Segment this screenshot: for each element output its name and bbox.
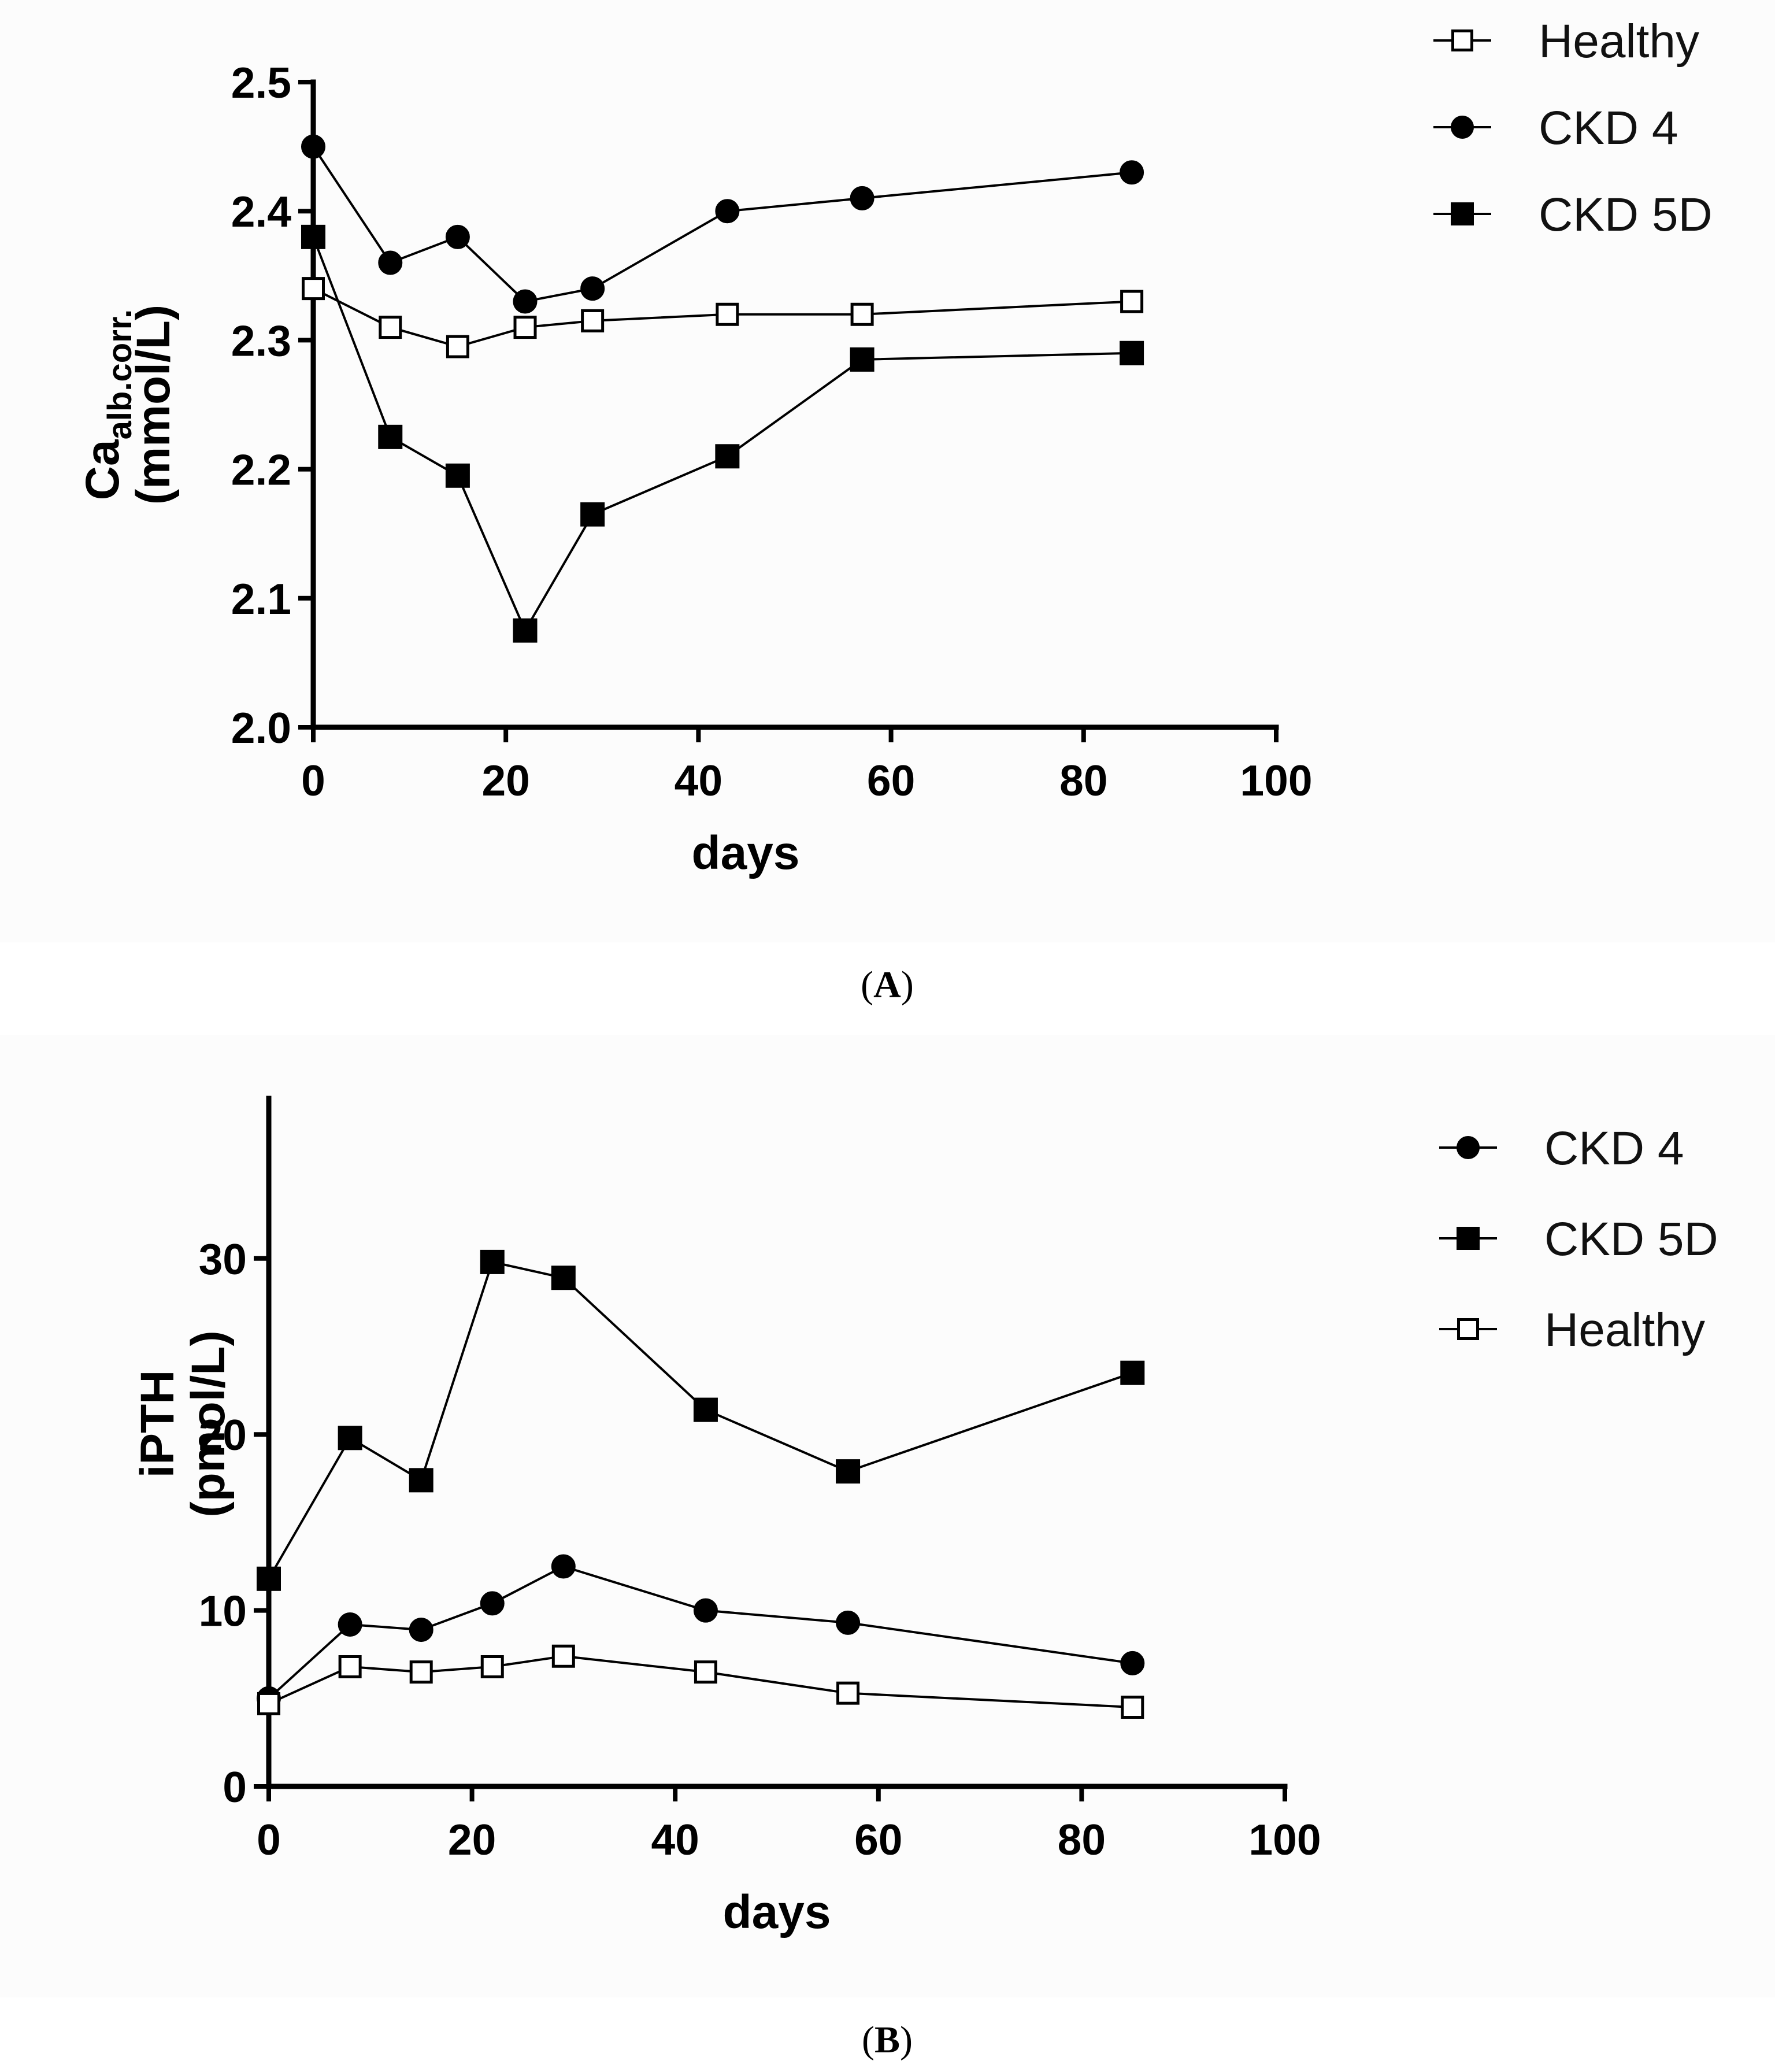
- panel-a-point-healthy: [302, 277, 325, 301]
- panel-a-point-ckd-5d: [580, 502, 605, 527]
- panel-b-x-tick-label: 40: [651, 1815, 699, 1864]
- panel-a-y-axis-title: Caalb.corr.(mmol/L): [76, 305, 180, 505]
- panel-b-point-ckd-4: [409, 1618, 433, 1642]
- panel-b-x-tick-label: 100: [1248, 1815, 1321, 1864]
- panel-a-y-tick-label: 2.1: [231, 575, 291, 623]
- panel-a-point-healthy: [716, 302, 739, 326]
- panel-b-legend-marker-ckd-4: [1457, 1136, 1480, 1159]
- panel-a-point-ckd-5d: [850, 347, 874, 372]
- panel-b-x-tick-label: 0: [257, 1815, 281, 1864]
- panel-b-point-ckd-4: [551, 1554, 576, 1579]
- panel-b-point-ckd-4: [836, 1610, 861, 1635]
- panel-a-point-ckd-5d: [715, 444, 740, 469]
- panel-a-legend-marker-healthy: [1451, 29, 1473, 51]
- panel-a-point-ckd-4: [513, 289, 538, 314]
- panel-a-legend-label: CKD 4: [1539, 102, 1678, 154]
- panel-a-point-ckd-4: [1120, 160, 1144, 185]
- panel-b-point-ckd-4: [338, 1612, 362, 1637]
- panel-b-y-tick-label: 0: [223, 1763, 247, 1811]
- panel-b-point-ckd-5d: [693, 1397, 718, 1422]
- panel-a-point-ckd-5d: [445, 463, 470, 488]
- panel-b-x-axis-title: days: [723, 1886, 831, 1938]
- panel-b-x-tick-label: 20: [448, 1815, 496, 1864]
- panel-b-legend-label: Healthy: [1544, 1304, 1705, 1356]
- panel-a-point-ckd-5d: [301, 224, 325, 249]
- panel-a-point-healthy: [513, 316, 537, 339]
- panel-b-chart: 0 10 20 30 0 20 40 60 80 100 days iPTH(pmol/L) CKD 4…: [131, 1096, 1718, 1938]
- panel-a-point-ckd-5d: [378, 424, 403, 449]
- panel-b-legend-label: CKD 4: [1544, 1122, 1684, 1175]
- panel-a-legend-label: Healthy: [1539, 15, 1699, 68]
- panel-b-point-ckd-5d: [1120, 1360, 1145, 1385]
- panel-b-x-tick-label: 80: [1058, 1815, 1106, 1864]
- panel-a-background: [0, 0, 1775, 942]
- panel-a-point-ckd-4: [378, 250, 403, 275]
- panel-b-series-line-healthy: [268, 1655, 1133, 1709]
- panel-a-y-tick-label: 2.0: [231, 704, 291, 752]
- panel-a-point-ckd-4: [445, 224, 470, 249]
- panel-b-legend-marker-healthy: [1457, 1318, 1479, 1340]
- panel-b-point-ckd-4: [693, 1598, 718, 1623]
- panel-b-point-ckd-5d: [480, 1249, 505, 1274]
- panel-b-point-healthy: [480, 1655, 504, 1679]
- panel-b-legend-label: CKD 5D: [1544, 1213, 1718, 1266]
- panel-a-x-tick-label: 60: [867, 756, 915, 805]
- panel-b-point-ckd-5d: [836, 1459, 861, 1484]
- panel-a-x-axis-title: days: [692, 827, 800, 879]
- panel-b-point-ckd-4: [480, 1591, 505, 1616]
- panel-a-point-ckd-5d: [513, 618, 538, 643]
- panel-a-caption: (A): [861, 964, 914, 1006]
- panel-b-x-tick-label: 60: [854, 1815, 902, 1864]
- panel-b-point-healthy: [338, 1655, 362, 1679]
- panel-a-point-healthy: [446, 335, 469, 358]
- panel-a-legend-marker-ckd-4: [1451, 116, 1474, 139]
- panel-a-point-healthy: [379, 316, 402, 339]
- panel-a-series-line-ckd-5d: [312, 236, 1132, 634]
- panel-a-x-tick-label: 40: [675, 756, 722, 805]
- panel-b-y-tick-label: 30: [199, 1235, 247, 1283]
- panel-a-legend-marker-ckd-5d: [1451, 202, 1474, 225]
- panel-a-x-tick-label: 100: [1240, 756, 1312, 805]
- panel-b-point-ckd-4: [1120, 1651, 1145, 1675]
- panel-b-point-healthy: [257, 1692, 280, 1715]
- panel-a-point-ckd-4: [301, 134, 325, 159]
- panel-b-y-tick-label: 10: [199, 1587, 247, 1636]
- panel-b-point-healthy: [836, 1681, 860, 1705]
- panel-b-point-healthy: [1121, 1696, 1144, 1719]
- panel-b-point-ckd-5d: [551, 1266, 576, 1290]
- panel-a-series-line-ckd-4: [312, 146, 1132, 303]
- panel-a-y-tick-label: 2.2: [231, 446, 291, 494]
- panel-a-chart: 2.0 2.1 2.2 2.3 2.4 2.5 0 20 40 60 80 100 days Caalb.…: [76, 15, 1713, 879]
- panel-b-point-ckd-5d: [257, 1566, 281, 1591]
- panel-a-y-tick-label: 2.3: [231, 316, 291, 365]
- panel-b-background: [0, 1035, 1775, 1997]
- panel-b-point-healthy: [409, 1660, 433, 1684]
- panel-a-point-ckd-5d: [1120, 341, 1144, 365]
- panel-b-y-tick-label: 20: [199, 1411, 247, 1459]
- panel-b-point-healthy: [694, 1660, 717, 1684]
- panel-a-x-tick-label: 0: [301, 756, 325, 805]
- panel-a-y-tick-label: 2.4: [231, 187, 292, 236]
- panel-a-point-ckd-4: [715, 199, 740, 224]
- panel-b-legend-marker-ckd-5d: [1457, 1227, 1480, 1250]
- panel-a-x-tick-label: 80: [1059, 756, 1107, 805]
- panel-a-x-tick-label: 20: [481, 756, 529, 805]
- panel-b-y-axis-title: iPTH(pmol/L): [131, 1330, 235, 1517]
- panel-a-point-ckd-4: [850, 186, 874, 210]
- panel-b-point-ckd-5d: [409, 1468, 433, 1493]
- panel-a-y-tick-label: 2.5: [231, 58, 291, 107]
- panel-a-point-ckd-4: [580, 276, 605, 301]
- panel-a-point-healthy: [581, 309, 605, 332]
- panel-a-point-healthy: [850, 302, 874, 326]
- panel-b-point-healthy: [551, 1644, 575, 1668]
- panel-b-point-ckd-5d: [338, 1426, 362, 1451]
- panel-b-caption: (B): [862, 2019, 913, 2061]
- panel-a-legend-label: CKD 5D: [1539, 188, 1713, 241]
- panel-a-point-healthy: [1120, 290, 1144, 313]
